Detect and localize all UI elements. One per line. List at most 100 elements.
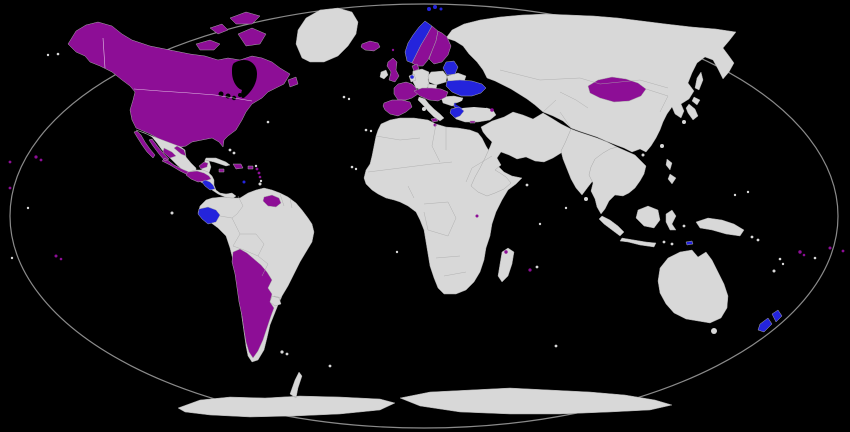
island-cape-verde [350, 165, 354, 169]
island-aleutians [56, 52, 60, 56]
island-antilles-gray [254, 164, 258, 168]
island-svalbard-3 [439, 7, 443, 11]
island-sardinia [422, 107, 426, 111]
island-corsica [422, 102, 426, 106]
country-armenia [490, 108, 494, 112]
island-reunion [528, 268, 532, 272]
country-philippines [665, 158, 677, 185]
island-taiwan [660, 144, 664, 148]
country-denmark [411, 63, 420, 72]
border-usa-canada [102, 37, 253, 102]
island-cape-verde-2 [354, 167, 358, 171]
country-baja-california [133, 130, 156, 159]
island-micronesia [733, 193, 737, 197]
island-bahamas [228, 148, 232, 152]
island-samoa [828, 246, 832, 250]
island-samoa-2 [841, 249, 845, 253]
island-trinidad [258, 182, 262, 186]
island-sulawesi [665, 209, 677, 231]
country-sakhalin [694, 71, 704, 91]
region-argentina-chile [231, 248, 275, 359]
island-aleutians-2 [46, 53, 50, 57]
island-svalbard [427, 7, 431, 11]
lake [238, 93, 242, 97]
country-newfoundland [287, 76, 299, 88]
island-new-caledonia [772, 269, 776, 273]
island-antilles-gray-2 [259, 179, 263, 183]
region-alpine-pannonia [413, 87, 449, 102]
island-sri-lanka [584, 197, 588, 201]
island-java [619, 237, 657, 248]
island-new-guinea [695, 217, 745, 237]
border-south-america [219, 193, 293, 299]
island-south-georgia [328, 364, 332, 368]
country-netherlands [410, 75, 414, 79]
region-baltic-states [442, 60, 459, 76]
island-borneo [635, 205, 661, 229]
country-cuba [204, 157, 231, 167]
country-india [560, 128, 618, 196]
country-france [393, 81, 419, 101]
country-nicaragua [201, 179, 216, 191]
region-iberia [382, 99, 413, 117]
water-caspian-sea [508, 92, 520, 112]
lake [218, 91, 224, 97]
country-burundi [475, 214, 479, 218]
country-uruguay [269, 295, 282, 307]
island-french-polynesia [54, 254, 58, 258]
country-japan [685, 96, 701, 121]
island-faroe [391, 48, 395, 52]
island-kerguelen [554, 344, 558, 348]
region-middle-east [470, 111, 576, 197]
island-vanuatu-2 [781, 262, 785, 266]
island-cyprus [469, 120, 476, 124]
island-solomons-2 [756, 238, 760, 242]
island-sumatra [598, 215, 625, 237]
island-st-lucia [258, 175, 262, 179]
island-tonga [813, 256, 817, 260]
island-kiribati [26, 206, 30, 210]
island-fiji-2 [802, 253, 806, 257]
island-lesser-sunda [662, 240, 666, 244]
island-azores-2 [347, 97, 351, 101]
country-greece [449, 106, 465, 119]
island-maldives [564, 206, 568, 210]
region-russia-asia [445, 13, 737, 153]
island-bahamas-2 [232, 151, 236, 155]
island-fiji [798, 250, 802, 254]
island-galapagos [170, 211, 174, 215]
state-borders [102, 37, 253, 102]
island-timor [685, 240, 694, 246]
water-bodies [218, 60, 520, 166]
country-madagascar [497, 247, 515, 283]
island-vanuatu [778, 257, 782, 261]
region-africa [363, 117, 523, 295]
border-africa [367, 123, 493, 277]
island-sicily [430, 117, 439, 123]
country-ukraine [445, 79, 487, 97]
island-falklands-2 [285, 352, 289, 356]
country-poland [427, 70, 448, 86]
island-falklands [280, 350, 284, 354]
island-pacific-left-2 [8, 186, 12, 190]
island-st-helena [395, 250, 399, 254]
country-mongolia [587, 76, 647, 103]
country-puerto-rico [247, 165, 254, 170]
region-guatemala-honduras [185, 170, 212, 183]
water-black-sea [455, 97, 493, 108]
country-ecuador [197, 206, 221, 225]
country-borders [219, 69, 669, 299]
island-pitcairn [10, 256, 14, 260]
island-lesser-sunda-2 [670, 242, 674, 246]
country-finland [428, 30, 452, 65]
island-socotra [525, 183, 529, 187]
island-hawaii-2 [39, 158, 43, 162]
island-guadeloupe [255, 167, 259, 171]
island-svalbard-2 [433, 5, 437, 9]
water-persian-gulf [499, 154, 517, 166]
island-mauritius [535, 265, 539, 269]
region-indochina [588, 146, 647, 215]
country-greenland [295, 7, 359, 63]
islands-hawaii [34, 155, 43, 162]
